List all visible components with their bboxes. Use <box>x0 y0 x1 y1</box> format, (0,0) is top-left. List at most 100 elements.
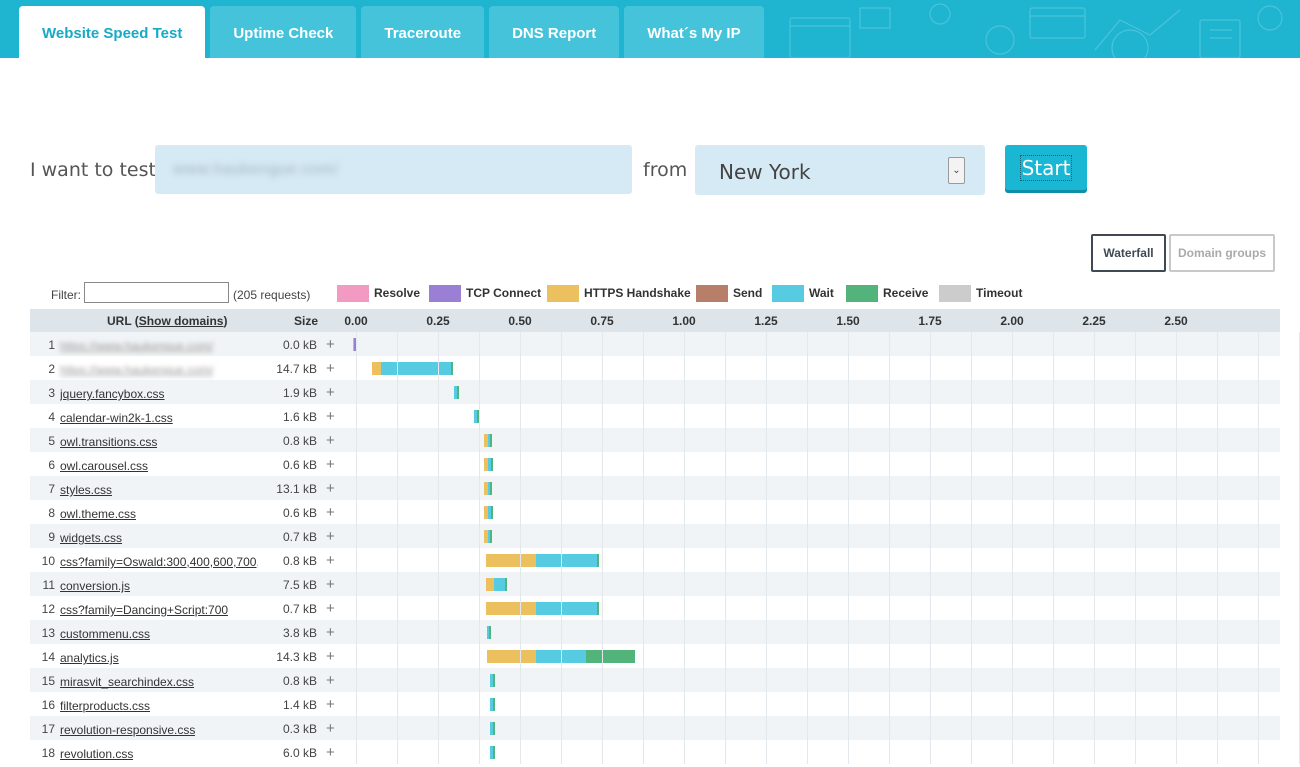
row-number: 18 <box>41 746 55 760</box>
expand-icon[interactable]: + <box>326 624 335 641</box>
request-url-link[interactable]: css?family=Oswald:300,400,600,700,... <box>60 555 258 569</box>
table-row[interactable]: 10 css?family=Oswald:300,400,600,700,... 0… <box>30 548 1280 572</box>
waterfall-bar-receive <box>477 410 480 423</box>
expand-icon[interactable]: + <box>326 576 335 593</box>
legend-label: Send <box>733 286 763 300</box>
table-row[interactable]: 14 analytics.js 14.3 kB + <box>30 644 1280 668</box>
url-column-header: URL (Show domains) <box>107 314 227 328</box>
request-url-link[interactable]: revolution-responsive.css <box>60 723 196 737</box>
start-button[interactable]: Start <box>1005 145 1087 190</box>
expand-icon[interactable]: + <box>326 432 335 449</box>
request-url-link[interactable]: mirasvit_searchindex.css <box>60 675 195 689</box>
request-url-link[interactable]: jquery.fancybox.css <box>60 387 165 401</box>
table-row[interactable]: 3 jquery.fancybox.css 1.9 kB + <box>30 380 1280 404</box>
waterfall-view-button[interactable]: Waterfall <box>1091 234 1166 272</box>
table-row[interactable]: 11 conversion.js 7.5 kB + <box>30 572 1280 596</box>
expand-icon[interactable]: + <box>326 672 335 689</box>
table-row[interactable]: 2 https://www.haukengue.com/14.7 kB + <box>30 356 1280 380</box>
expand-icon[interactable]: + <box>326 384 335 401</box>
legend-resolve: Resolve <box>337 284 420 302</box>
url-input[interactable]: www.haukengue.com/ <box>155 145 632 194</box>
tab-whats-my-ip[interactable]: What´s My IP <box>624 6 764 58</box>
expand-icon[interactable]: + <box>326 600 335 617</box>
request-url-link[interactable]: https://www.haukengue.com/ <box>60 339 214 353</box>
table-row[interactable]: 17 revolution-responsive.css 0.3 kB + <box>30 716 1280 740</box>
row-number: 17 <box>41 722 55 736</box>
request-url-link[interactable]: owl.transitions.css <box>60 435 158 449</box>
tab-traceroute[interactable]: Traceroute <box>361 6 485 58</box>
request-url-link[interactable]: css?family=Dancing+Script:700 <box>60 603 229 617</box>
waterfall-table: URL (Show domains) Size 0.00 0.25 0.50 0.75… <box>30 309 1300 764</box>
waterfall-bar-https-handshake <box>485 578 494 591</box>
table-row[interactable]: 18 revolution.css 6.0 kB + <box>30 740 1280 764</box>
waterfall-bar-receive <box>456 386 459 399</box>
request-url-link[interactable]: styles.css <box>60 483 113 497</box>
expand-icon[interactable]: + <box>326 528 335 545</box>
show-domains-link[interactable]: Show domains <box>138 314 224 328</box>
tab-dns-report[interactable]: DNS Report <box>489 6 620 58</box>
tab-uptime-check[interactable]: Uptime Check <box>210 6 357 58</box>
row-number: 10 <box>41 554 55 568</box>
request-url-link[interactable]: conversion.js <box>60 579 131 593</box>
expand-icon[interactable]: + <box>326 552 335 569</box>
waterfall-bar-https-handshake <box>483 530 488 543</box>
expand-icon[interactable]: + <box>326 720 335 737</box>
waterfall-bar-receive <box>491 506 494 519</box>
request-url-link[interactable]: owl.theme.css <box>60 507 137 521</box>
table-row[interactable]: 12 css?family=Dancing+Script:700 0.7 kB + <box>30 596 1280 620</box>
table-row[interactable]: 6 owl.carousel.css 0.6 kB + <box>30 452 1280 476</box>
expand-icon[interactable]: + <box>326 744 335 761</box>
request-url-link[interactable]: analytics.js <box>60 651 119 665</box>
request-url-link[interactable]: widgets.css <box>60 531 123 545</box>
table-row[interactable]: 15 mirasvit_searchindex.css 0.8 kB + <box>30 668 1280 692</box>
table-row[interactable]: 8 owl.theme.css 0.6 kB + <box>30 500 1280 524</box>
request-size: 1.9 kB <box>282 386 317 400</box>
request-url-link[interactable]: revolution.css <box>60 747 134 761</box>
expand-icon[interactable]: + <box>326 336 335 353</box>
waterfall-bar-tcp-connect <box>353 338 356 351</box>
table-row[interactable]: 1 https://www.haukengue.com/0.0 kB + <box>30 332 1280 356</box>
location-value: New York <box>719 160 811 184</box>
expand-icon[interactable]: + <box>326 648 335 665</box>
waterfall-bar-https-handshake <box>372 362 381 375</box>
table-row[interactable]: 9 widgets.css 0.7 kB + <box>30 524 1280 548</box>
domain-groups-view-button[interactable]: Domain groups <box>1169 234 1275 272</box>
request-url-link[interactable]: calendar-win2k-1.css <box>60 411 173 425</box>
legend-swatch <box>772 284 804 302</box>
time-tick-label: 2.50 <box>1164 314 1188 328</box>
waterfall-bar-wait <box>536 602 598 615</box>
chevron-down-icon[interactable]: ⌄ <box>948 157 965 184</box>
row-number: 1 <box>48 338 55 352</box>
expand-icon[interactable]: + <box>326 408 335 425</box>
waterfall-bar-wait <box>487 434 491 447</box>
request-size: 6.0 kB <box>282 746 317 760</box>
request-url-link[interactable]: https://www.haukengue.com/ <box>60 363 214 377</box>
request-size: 0.0 kB <box>282 338 317 352</box>
expand-icon[interactable]: + <box>326 456 335 473</box>
request-rows: 1 https://www.haukengue.com/0.0 kB +2 https… <box>30 332 1280 764</box>
expand-icon[interactable]: + <box>326 696 335 713</box>
table-row[interactable]: 7 styles.css 13.1 kB + <box>30 476 1280 500</box>
row-number: 8 <box>48 506 55 520</box>
location-select[interactable]: New York ⌄ <box>695 145 985 195</box>
request-url-link[interactable]: owl.carousel.css <box>60 459 149 473</box>
waterfall-bar-receive <box>491 458 494 471</box>
url-header-label: URL ( <box>107 314 139 328</box>
waterfall-bar-receive <box>505 578 508 591</box>
time-tick-label: 2.25 <box>1082 314 1106 328</box>
table-row[interactable]: 13 custommenu.css 3.8 kB + <box>30 620 1280 644</box>
expand-icon[interactable]: + <box>326 504 335 521</box>
tab-website-speed-test[interactable]: Website Speed Test <box>19 6 206 58</box>
expand-icon[interactable]: + <box>326 360 335 377</box>
waterfall-bar-https-handshake <box>486 650 537 663</box>
request-url-link[interactable]: filterproducts.css <box>60 699 151 713</box>
waterfall-bar-wait <box>493 578 506 591</box>
table-row[interactable]: 4 calendar-win2k-1.css 1.6 kB + <box>30 404 1280 428</box>
url-input-value: www.haukengue.com/ <box>173 161 339 178</box>
request-url-link[interactable]: custommenu.css <box>60 627 151 641</box>
waterfall-bar-https-handshake <box>485 554 537 567</box>
filter-input[interactable] <box>84 282 229 303</box>
expand-icon[interactable]: + <box>326 480 335 497</box>
table-row[interactable]: 16 filterproducts.css 1.4 kB + <box>30 692 1280 716</box>
table-row[interactable]: 5 owl.transitions.css 0.8 kB + <box>30 428 1280 452</box>
